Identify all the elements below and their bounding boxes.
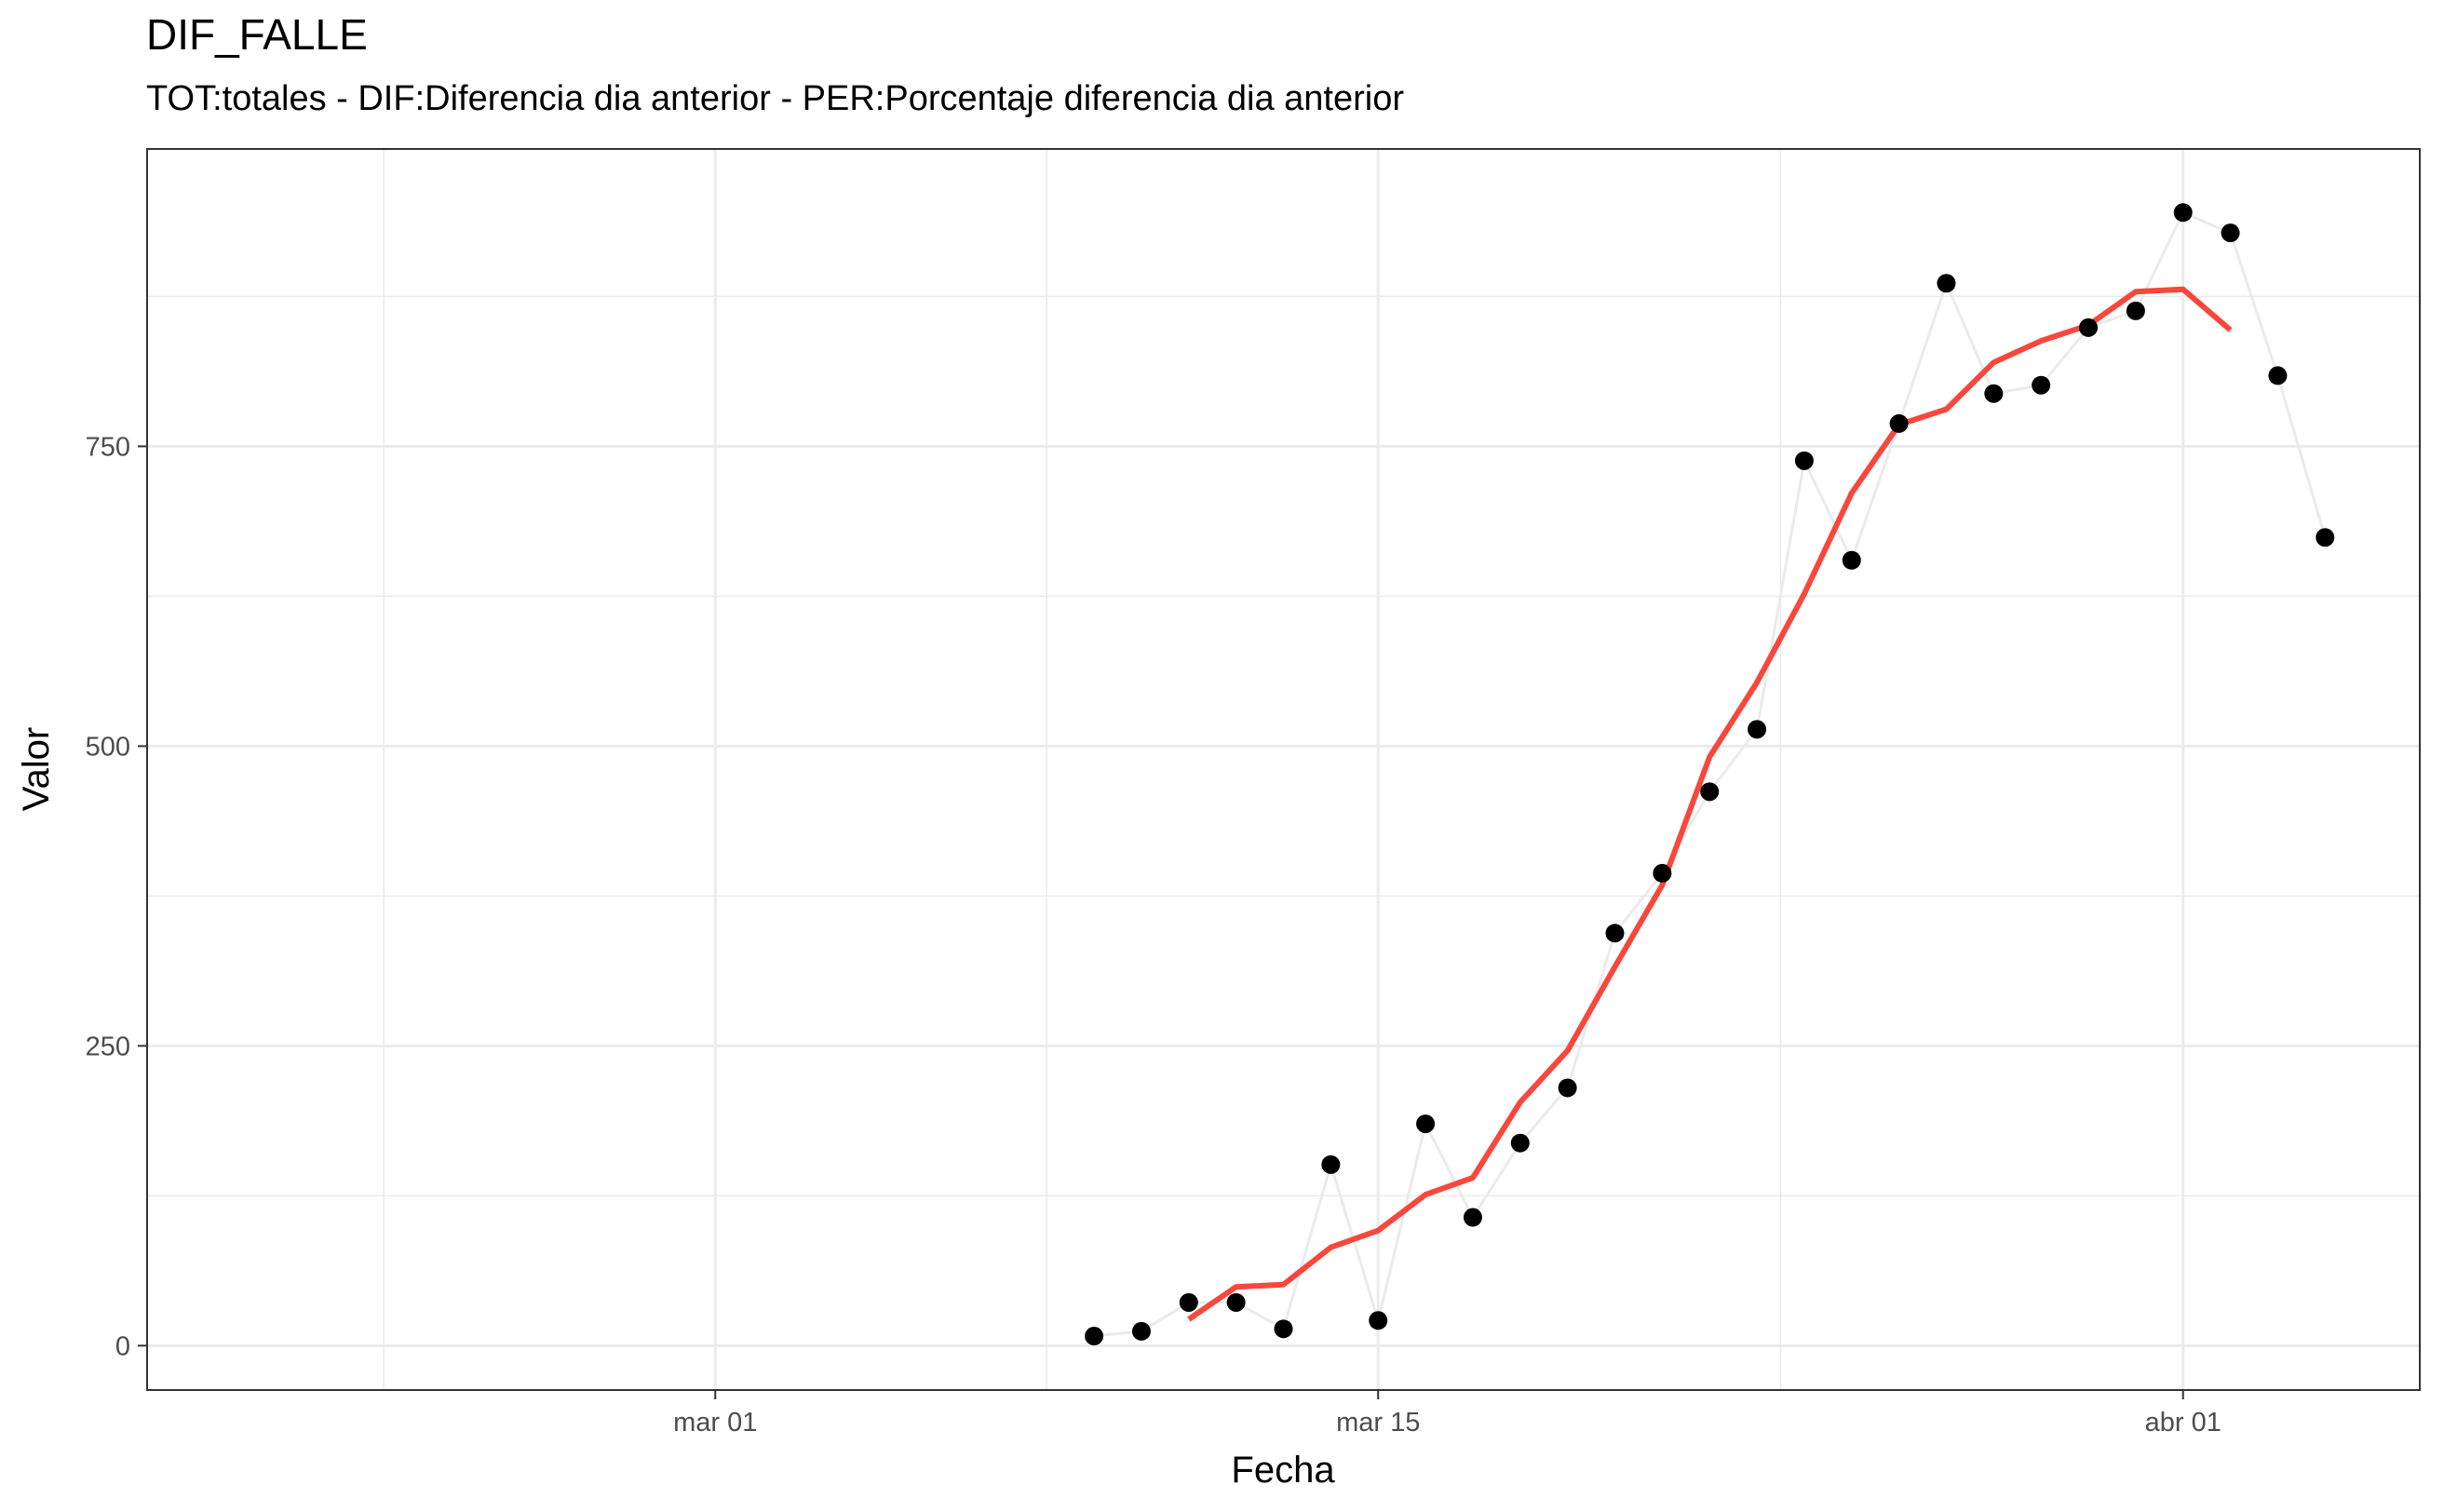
y-axis-title: Valor xyxy=(16,727,57,811)
data-point xyxy=(1794,451,1814,470)
plot-panel-background xyxy=(147,149,2420,1390)
trend-line xyxy=(1187,286,2233,1322)
data-point xyxy=(1416,1114,1436,1134)
series-layer xyxy=(1085,203,2335,1346)
data-point xyxy=(2268,366,2288,385)
data-point xyxy=(2079,317,2099,337)
chart-subtitle: TOT:totales - DIF:Diferencia dia anterio… xyxy=(146,79,1405,118)
y-tick-label: 0 xyxy=(115,1331,130,1361)
data-point xyxy=(2221,223,2240,243)
data-point xyxy=(1700,782,1720,802)
data-point xyxy=(1510,1133,1530,1153)
data-point xyxy=(1131,1321,1151,1341)
data-point xyxy=(1463,1208,1482,1227)
data-point xyxy=(2173,203,2193,223)
y-tick-label: 750 xyxy=(86,432,130,462)
data-point xyxy=(1558,1078,1577,1098)
data-point xyxy=(1179,1292,1198,1312)
data-point xyxy=(1842,550,1861,570)
data-point xyxy=(1085,1327,1104,1346)
data-point xyxy=(2032,375,2051,395)
x-axis: mar 01 mar 15 abr 01 xyxy=(673,1390,2221,1438)
y-tick-label: 250 xyxy=(86,1032,130,1061)
minor-gridlines xyxy=(147,149,2420,1390)
data-point xyxy=(1274,1319,1293,1339)
y-axis: 0 250 500 750 xyxy=(86,432,147,1361)
x-axis-title: Fecha xyxy=(1231,1450,1335,1491)
data-point xyxy=(1226,1292,1246,1312)
x-tick-label: abr 01 xyxy=(2145,1408,2221,1438)
data-point xyxy=(1605,924,1625,943)
data-point xyxy=(1369,1311,1388,1330)
data-point xyxy=(1321,1154,1341,1174)
x-tick-label: mar 01 xyxy=(673,1408,757,1438)
data-point xyxy=(2126,301,2145,320)
x-tick-label: mar 15 xyxy=(1336,1408,1420,1438)
data-point xyxy=(1937,274,1956,293)
data-point xyxy=(1748,720,1767,739)
y-tick-label: 500 xyxy=(86,732,130,762)
plot-panel-border xyxy=(146,148,2421,1391)
major-gridlines xyxy=(147,149,2420,1390)
data-point xyxy=(1653,863,1672,883)
data-point xyxy=(1984,384,2004,403)
data-point xyxy=(2316,528,2335,547)
data-point xyxy=(1889,413,1909,433)
chart-title: DIF_FALLE xyxy=(146,10,368,59)
